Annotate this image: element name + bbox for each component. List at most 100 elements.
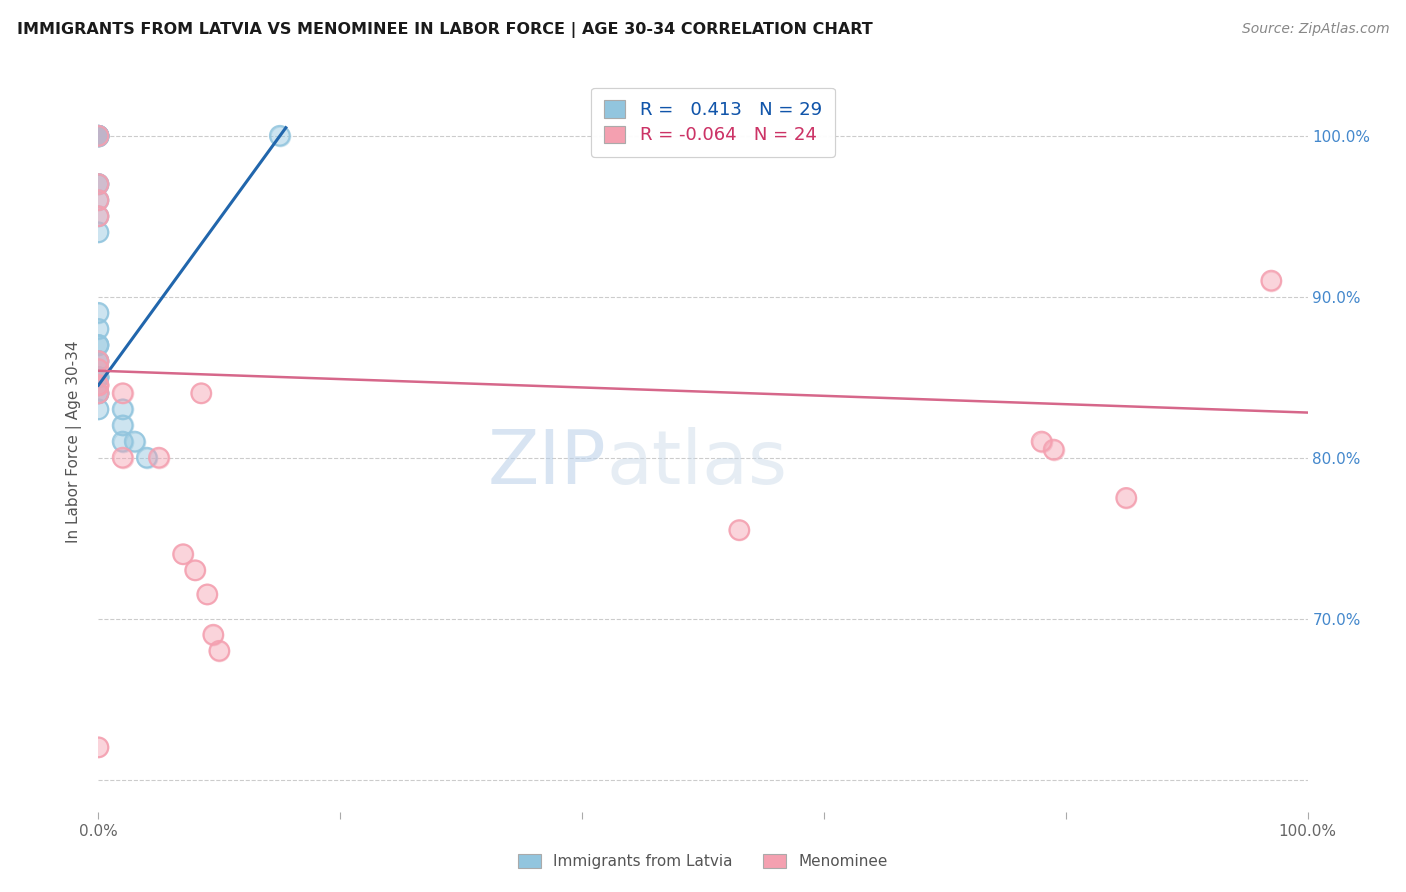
Point <box>87 354 110 368</box>
Point <box>87 128 110 143</box>
Point <box>269 128 291 143</box>
Point <box>184 563 207 577</box>
Point <box>87 128 110 143</box>
Point <box>269 128 291 143</box>
Point <box>87 370 110 384</box>
Point <box>87 177 110 191</box>
Point <box>87 225 110 239</box>
Point <box>195 587 218 601</box>
Point <box>87 209 110 223</box>
Point <box>202 628 225 642</box>
Point <box>87 370 110 384</box>
Point <box>87 177 110 191</box>
Point <box>87 209 110 223</box>
Point <box>87 362 110 376</box>
Point <box>87 354 110 368</box>
Point <box>1115 491 1137 505</box>
Point <box>728 523 751 537</box>
Point <box>87 378 110 392</box>
Point <box>87 354 110 368</box>
Legend: R =   0.413   N = 29, R = -0.064   N = 24: R = 0.413 N = 29, R = -0.064 N = 24 <box>591 87 835 157</box>
Point <box>87 306 110 320</box>
Point <box>1031 434 1053 449</box>
Point <box>190 386 212 401</box>
Point <box>87 128 110 143</box>
Point <box>124 434 146 449</box>
Point <box>728 523 751 537</box>
Point <box>87 128 110 143</box>
Point <box>87 177 110 191</box>
Point <box>87 370 110 384</box>
Point <box>111 434 134 449</box>
Point <box>184 563 207 577</box>
Point <box>87 386 110 401</box>
Point <box>1115 491 1137 505</box>
Point <box>111 386 134 401</box>
Point <box>87 338 110 352</box>
Point <box>87 402 110 417</box>
Point <box>195 587 218 601</box>
Point <box>87 177 110 191</box>
Point <box>148 450 170 465</box>
Point <box>87 354 110 368</box>
Point <box>87 354 110 368</box>
Point <box>135 450 157 465</box>
Point <box>87 354 110 368</box>
Point <box>87 362 110 376</box>
Point <box>111 418 134 433</box>
Point <box>87 128 110 143</box>
Point <box>111 386 134 401</box>
Point <box>111 418 134 433</box>
Text: atlas: atlas <box>606 427 787 500</box>
Point <box>87 386 110 401</box>
Point <box>87 386 110 401</box>
Point <box>87 128 110 143</box>
Legend: Immigrants from Latvia, Menominee: Immigrants from Latvia, Menominee <box>512 848 894 875</box>
Point <box>87 386 110 401</box>
Point <box>87 378 110 392</box>
Text: IMMIGRANTS FROM LATVIA VS MENOMINEE IN LABOR FORCE | AGE 30-34 CORRELATION CHART: IMMIGRANTS FROM LATVIA VS MENOMINEE IN L… <box>17 22 873 38</box>
Point <box>1042 442 1064 457</box>
Point <box>124 434 146 449</box>
Point <box>208 644 231 658</box>
Point <box>1031 434 1053 449</box>
Point <box>87 177 110 191</box>
Point <box>87 386 110 401</box>
Point <box>87 128 110 143</box>
Point <box>135 450 157 465</box>
Point <box>87 128 110 143</box>
Point <box>87 370 110 384</box>
Point <box>111 450 134 465</box>
Point <box>87 128 110 143</box>
Point <box>87 322 110 336</box>
Point <box>87 128 110 143</box>
Point <box>87 128 110 143</box>
Point <box>111 402 134 417</box>
Point <box>87 378 110 392</box>
Point <box>1260 274 1282 288</box>
Point <box>87 338 110 352</box>
Point <box>87 193 110 207</box>
Text: ZIP: ZIP <box>488 427 606 500</box>
Point <box>87 306 110 320</box>
Point <box>87 370 110 384</box>
Point <box>87 338 110 352</box>
Text: Source: ZipAtlas.com: Source: ZipAtlas.com <box>1241 22 1389 37</box>
Point <box>111 450 134 465</box>
Point <box>208 644 231 658</box>
Point <box>87 740 110 755</box>
Point <box>87 128 110 143</box>
Point <box>148 450 170 465</box>
Point <box>87 128 110 143</box>
Point <box>87 177 110 191</box>
Point <box>87 193 110 207</box>
Point <box>87 370 110 384</box>
Point <box>87 740 110 755</box>
Point <box>1260 274 1282 288</box>
Point <box>172 547 194 561</box>
Point <box>87 209 110 223</box>
Point <box>111 402 134 417</box>
Point <box>87 402 110 417</box>
Point <box>87 128 110 143</box>
Point <box>172 547 194 561</box>
